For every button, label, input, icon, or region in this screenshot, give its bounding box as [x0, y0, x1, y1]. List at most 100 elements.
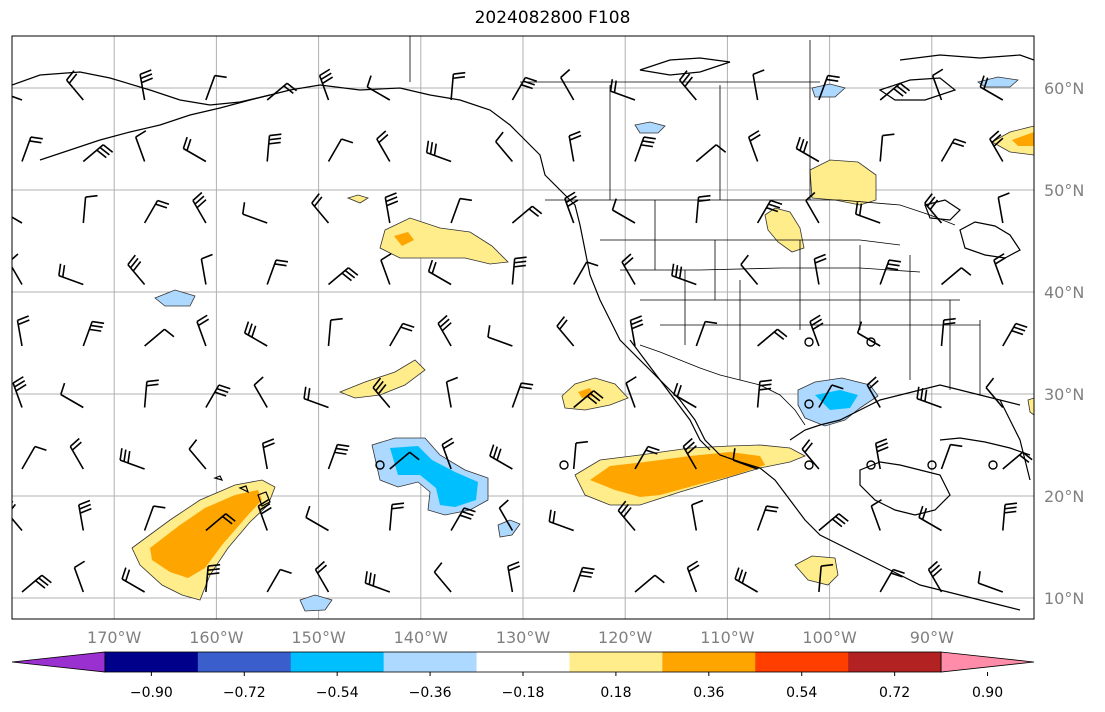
wind-barb-icon [625, 376, 637, 408]
wind-barb-icon [205, 563, 221, 593]
longitude-label: 120°W [598, 628, 653, 647]
wind-barb-icon [511, 256, 527, 285]
wind-barb-icon [205, 513, 236, 532]
wind-barb-icon [732, 448, 758, 470]
latitude-labels: 60°N 50°N 40°N 30°N 20°N 10°N [1044, 79, 1084, 608]
negative-region-gulf-alaska [154, 289, 196, 307]
wind-barb-icon [427, 259, 452, 286]
map-frame [11, 35, 1035, 620]
wind-barb-icon [918, 505, 942, 532]
wind-barb-icon [1002, 322, 1028, 347]
wind-barb-icon [188, 439, 207, 470]
positive-region-central-america [794, 555, 839, 586]
wind-barb-icon [60, 382, 84, 409]
map-title: 2024082800 F108 [474, 8, 631, 28]
wind-barb-icon [866, 376, 881, 408]
wind-barb-icon [979, 75, 1004, 101]
wind-barb-icon [805, 191, 820, 224]
wind-barb-icon [940, 317, 956, 347]
wind-barb-icon [695, 144, 727, 163]
wind-barb-icon [511, 76, 538, 101]
wind-barb-icon [143, 199, 170, 224]
wind-barb-icon [425, 140, 452, 163]
wind-barb-icon [489, 444, 513, 470]
wind-barb-icon [389, 322, 415, 347]
longitude-label: 140°W [394, 628, 449, 647]
wind-barb-icon [192, 191, 207, 224]
wind-barb-icon [200, 253, 213, 285]
wind-barb-icon [671, 263, 697, 286]
negative-region-arctic [811, 83, 846, 98]
wind-barb-icon [77, 499, 92, 531]
longitude-label: 100°W [802, 628, 857, 647]
wind-barb-icon [12, 376, 27, 408]
latitude-label: 10°N [1044, 589, 1084, 608]
wind-barb-icon [564, 191, 579, 224]
positive-region-east [1027, 397, 1034, 416]
wind-barb-icon [985, 377, 1004, 409]
positive-region-pacific-north [379, 217, 509, 265]
wind-barb-icon [450, 197, 472, 224]
wind-barb-icon [243, 321, 268, 347]
calm-circle [988, 460, 998, 470]
wind-barb-icon [548, 509, 574, 532]
wind-barb-icon [327, 267, 359, 286]
wind-barb-icon [143, 379, 159, 408]
calm-circle [804, 399, 814, 409]
wind-barb-icon [143, 505, 166, 531]
wind-barb-icon [450, 71, 466, 101]
wind-barb-icon [856, 321, 881, 347]
wind-barb-icon [241, 202, 268, 224]
wind-barb-icon [266, 133, 282, 162]
wind-barb-icon [127, 254, 146, 286]
colorbar-segment [662, 652, 756, 672]
wind-barb-icon [12, 95, 23, 101]
negative-region-pacific-core [390, 446, 478, 507]
wind-barb-icon [205, 384, 231, 408]
calm-circle [559, 460, 569, 470]
wind-barb-icon [366, 75, 391, 101]
colorbar-segment [476, 652, 570, 672]
wind-barb-icon [257, 499, 272, 531]
wind-barb-icon [556, 316, 575, 347]
colorbar-tick-label: −0.90 [130, 685, 173, 701]
longitude-label: 170°W [87, 628, 142, 647]
wind-barb-icon [487, 325, 513, 347]
wind-barb-icon [82, 320, 105, 347]
wind-barb-icon [854, 202, 881, 224]
wind-barb-icon [498, 499, 514, 531]
wind-barb-icon [372, 377, 391, 409]
wind-barb-icon [813, 253, 827, 285]
wind-barb-icon [931, 68, 944, 101]
wind-barb-icon [433, 562, 452, 593]
wind-barb-icon [634, 574, 665, 593]
negative-region-small-2 [299, 594, 333, 612]
wind-barb-icon [756, 379, 772, 408]
wind-barb-icon [752, 69, 765, 101]
wind-barb-icon [747, 130, 761, 162]
colorbar-tick-label: 0.18 [600, 685, 631, 701]
longitude-label: 160°W [189, 628, 244, 647]
wind-barb-icon [560, 68, 575, 101]
wind-barb-icon [119, 448, 145, 470]
positive-region-mexico-core [590, 452, 765, 497]
wind-barb-icon [266, 259, 289, 285]
wind-barb-icon [303, 386, 329, 409]
wind-barb-icon [511, 382, 534, 408]
wind-barb-icon [1002, 502, 1018, 531]
wind-barb-icon [879, 259, 902, 285]
wind-barb-icon [261, 438, 275, 470]
longitude-label: 130°W [496, 628, 551, 647]
colorbar-segment [755, 652, 849, 672]
calm-circle [375, 460, 385, 470]
wind-barb-icon [673, 382, 697, 409]
wind-barb-icon [695, 194, 711, 224]
colorbar-tick-label: 0.90 [972, 685, 1003, 701]
wind-barb-icon [266, 568, 292, 593]
wind-barb-icon [389, 502, 405, 531]
wind-barb-icon [364, 571, 391, 593]
wind-barb-icon [12, 253, 23, 285]
wind-barb-icon [511, 205, 543, 224]
wind-barb-icon [916, 386, 942, 409]
longitude-labels: 170°W 160°W 150°W 140°W 130°W 120°W 110°W 100°W… [87, 628, 954, 647]
